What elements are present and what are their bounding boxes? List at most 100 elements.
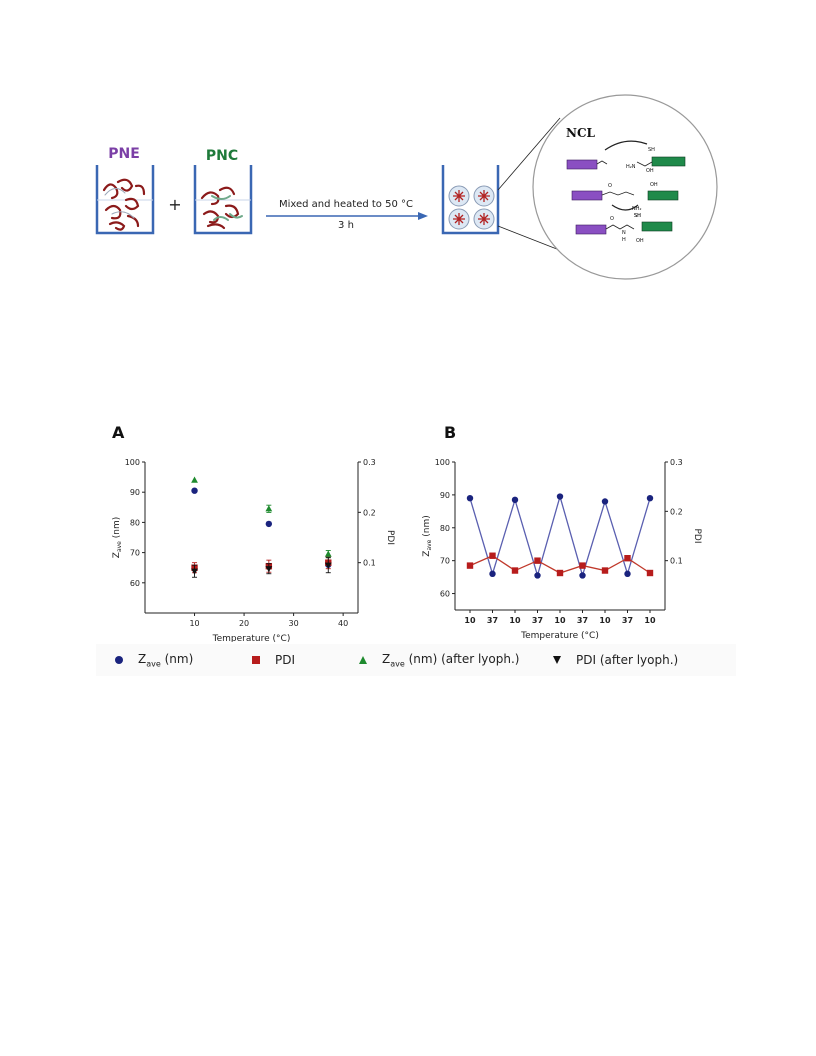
data-point xyxy=(579,572,586,579)
chart-b: 60 70 80 90 100 0.1 0.2 0.3 Zave (nm) PDI Temperat… xyxy=(422,458,702,641)
chem-label-11: H xyxy=(622,237,626,243)
y2-tick-label: 0.1 xyxy=(670,557,683,566)
data-point xyxy=(265,505,273,512)
ncl-label: NCL xyxy=(566,126,596,140)
data-point xyxy=(191,476,198,483)
triangle-up-marker-icon xyxy=(359,656,367,664)
data-point xyxy=(466,494,474,502)
reaction-scheme: PNE + PNC xyxy=(95,94,718,280)
x-axis-label: Temperature (°C) xyxy=(212,634,291,642)
y-axis-label: Zave (nm) xyxy=(422,515,433,556)
legend-item-pdi-lyoph: PDI (after lyoph.) xyxy=(552,644,678,676)
data-point xyxy=(556,569,564,577)
series-line xyxy=(469,494,651,578)
y-tick-label: 100 xyxy=(435,458,450,467)
data-point xyxy=(466,562,474,569)
x-tick-label: 37 xyxy=(577,616,588,625)
legend-label-zave: Zave (nm) xyxy=(138,651,194,669)
data-point xyxy=(601,567,609,574)
y-tick-label: 90 xyxy=(130,488,140,497)
chem-label-10: OH xyxy=(636,238,644,244)
chem-label-1: SH xyxy=(648,147,655,153)
data-point xyxy=(489,552,496,559)
arrow-condition-top: Mixed and heated to 50 °C xyxy=(279,199,413,210)
y2-axis-label: PDI xyxy=(385,530,395,545)
pnc-label: PNC xyxy=(206,148,238,164)
beaker-micelles xyxy=(441,165,500,235)
legend-item-pdi: PDI xyxy=(251,644,295,676)
y-tick-label: 60 xyxy=(440,590,450,599)
data-point xyxy=(489,570,496,578)
chart-a: 60 70 80 90 100 0.1 0.2 0.3 Zave (nm) PDI Temperat… xyxy=(112,458,395,642)
x-tick-label: 10 xyxy=(644,616,656,625)
data-point xyxy=(646,494,654,502)
y-axis-label: Zave (nm) xyxy=(112,517,123,558)
x-tick-label: 10 xyxy=(189,619,199,628)
pne-label: PNE xyxy=(108,146,140,162)
y-tick-label: 80 xyxy=(440,524,450,533)
y-tick-label: 70 xyxy=(440,557,450,566)
y2-tick-label: 0.3 xyxy=(363,458,376,467)
panel-label-b: B xyxy=(444,423,457,442)
ncl-zoom-circle: NCL SH H₂N OH O OH NH₂ SH O SH OH H N xyxy=(532,94,718,280)
legend-item-zave-lyoph: Zave (nm) (after lyoph.) xyxy=(358,644,519,676)
beaker-pne xyxy=(95,165,155,235)
data-point xyxy=(579,562,586,569)
triangle-down-marker-icon xyxy=(553,656,561,664)
x-tick-label: 40 xyxy=(338,619,348,628)
data-point xyxy=(191,568,198,575)
plus-sign: + xyxy=(168,195,181,214)
data-point xyxy=(511,496,519,504)
data-point xyxy=(556,493,564,500)
y2-axis-label: PDI xyxy=(692,528,702,543)
data-point xyxy=(534,557,541,564)
x-tick-label: 37 xyxy=(532,616,543,625)
x-tick-label: 20 xyxy=(239,619,249,628)
arrow-condition-bottom: 3 h xyxy=(338,220,354,231)
data-point xyxy=(646,569,654,577)
data-point xyxy=(324,562,332,569)
y2-tick-label: 0.1 xyxy=(363,559,376,568)
legend: Zave (nm) PDI Zave (nm) (after lyoph.) P… xyxy=(96,644,736,676)
chem-label-4: O xyxy=(608,183,612,189)
chem-label-12: N xyxy=(622,230,626,236)
chem-label-6: NH₂ xyxy=(632,206,642,212)
panel-label-a: A xyxy=(112,423,125,442)
beaker-pnc xyxy=(193,165,253,235)
y2-tick-label: 0.2 xyxy=(363,508,376,517)
chem-label-2: H₂N xyxy=(626,164,636,170)
chem-label-5: OH xyxy=(650,182,658,188)
data-point xyxy=(601,498,609,505)
legend-item-zave: Zave (nm) xyxy=(114,644,193,676)
x-tick-label: 37 xyxy=(487,616,498,625)
x-tick-label: 10 xyxy=(554,616,566,625)
legend-label-pdi: PDI xyxy=(275,653,296,667)
chem-label-3: OH xyxy=(646,168,654,174)
data-point xyxy=(265,566,273,573)
chem-label-7: SH xyxy=(634,213,641,219)
chem-label-9: SH xyxy=(634,213,641,219)
y2-tick-label: 0.2 xyxy=(670,507,683,516)
reaction-arrow xyxy=(266,212,428,220)
legend-label-pdi-lyoph: PDI (after lyoph.) xyxy=(576,653,679,667)
y2-tick-label: 0.3 xyxy=(670,458,683,467)
circle-marker-icon xyxy=(115,656,123,664)
data-point xyxy=(511,567,519,574)
x-tick-label: 37 xyxy=(622,616,633,625)
x-axis-label: Temperature (°C) xyxy=(520,631,599,641)
y-tick-label: 80 xyxy=(130,518,140,527)
x-tick-label: 10 xyxy=(509,616,521,625)
data-point xyxy=(324,550,332,557)
data-point xyxy=(265,520,273,528)
y-tick-label: 90 xyxy=(440,491,450,500)
y-tick-label: 60 xyxy=(130,579,140,588)
square-marker-icon xyxy=(252,656,260,664)
data-point xyxy=(534,572,541,579)
legend-label-zave-lyoph: Zave (nm) (after lyoph.) xyxy=(382,651,520,669)
y-tick-label: 70 xyxy=(130,549,140,558)
chem-label-8: O xyxy=(610,216,614,222)
data-point xyxy=(191,487,198,494)
y-tick-label: 100 xyxy=(125,458,140,467)
data-point xyxy=(624,555,631,562)
x-tick-label: 30 xyxy=(289,619,299,628)
